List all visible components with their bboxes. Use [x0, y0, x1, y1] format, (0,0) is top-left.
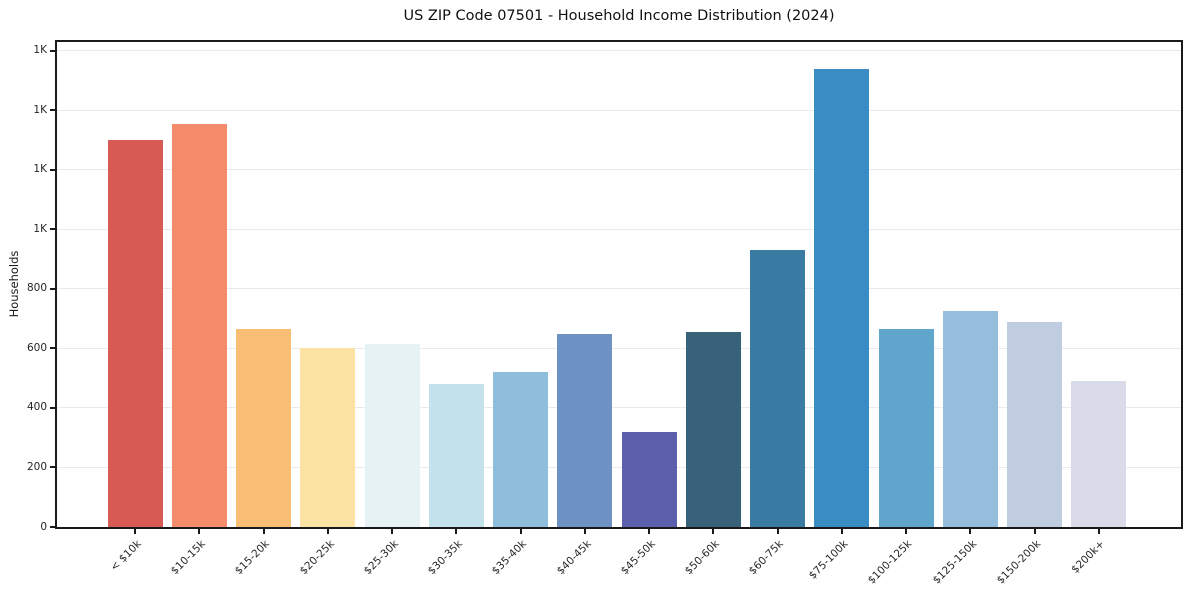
y-tick-label: 600 [26, 341, 47, 354]
bar [557, 333, 613, 527]
x-tick-label-text: $75-100k [806, 538, 851, 582]
x-tick-label-text: $35-40k [490, 538, 530, 578]
x-tick-label-text: $125-150k [930, 538, 979, 587]
y-tick-mark [50, 466, 55, 469]
y-tick-label: 0 [40, 520, 47, 533]
y-tick-label: 1K [33, 163, 47, 176]
gridline [57, 288, 1181, 290]
y-tick-mark [50, 109, 55, 112]
y-tick-label: 1K [33, 103, 47, 116]
x-tick-label-text: $100-125k [866, 538, 915, 587]
x-tick-label-text: $25-30k [361, 538, 401, 578]
x-tick-label-text: $150-200k [994, 538, 1044, 587]
gridline [57, 228, 1181, 230]
bar [685, 332, 741, 527]
x-tick-mark [1033, 529, 1036, 534]
bar [300, 348, 356, 527]
y-tick-label: 800 [26, 282, 47, 295]
x-tick-mark [326, 529, 329, 534]
chart-title: US ZIP Code 07501 - Household Income Dis… [403, 8, 835, 24]
bar [1007, 321, 1063, 527]
gridline [57, 169, 1181, 171]
gridline [57, 347, 1181, 349]
gridline [57, 109, 1181, 111]
bar [621, 431, 677, 527]
bar [428, 384, 484, 527]
x-tick-label-text: $45-50k [618, 538, 658, 578]
x-tick-label-text: $20-25k [297, 538, 337, 578]
y-axis-label: Households [7, 250, 21, 318]
x-tick-mark [262, 529, 265, 534]
bar [750, 250, 806, 527]
y-tick-mark [50, 49, 55, 52]
x-tick-mark [648, 529, 651, 534]
y-tick-mark [50, 526, 55, 528]
bar [107, 140, 163, 527]
y-tick-mark [50, 347, 55, 350]
bar [878, 329, 934, 527]
x-tick-mark [391, 529, 394, 534]
bar [942, 311, 998, 527]
x-tick-mark [969, 529, 972, 534]
x-tick-label-text: $15-20k [233, 538, 273, 578]
bar [493, 372, 549, 527]
x-tick-mark [776, 529, 779, 534]
x-tick-label-text: $60-75k [747, 538, 787, 578]
x-tick-mark [455, 529, 458, 534]
x-tick-mark [134, 529, 137, 534]
bar [171, 123, 227, 527]
y-tick-label: 400 [26, 401, 47, 414]
x-tick-mark [519, 529, 522, 534]
x-tick-label-text: $40-45k [554, 538, 594, 578]
y-tick-label: 1K [33, 222, 47, 235]
bar [236, 329, 292, 527]
bar [814, 68, 870, 527]
y-tick-mark [50, 168, 55, 171]
y-tick-mark [50, 228, 55, 231]
x-tick-label-text: $10-15k [168, 538, 208, 578]
x-tick-label-text: $200k+ [1069, 538, 1108, 576]
y-tick-label: 200 [26, 460, 47, 473]
x-tick-label-text: < $10k [108, 538, 144, 574]
bar [364, 344, 420, 527]
x-tick-mark [1097, 529, 1100, 534]
plot-area: 0 200 400 600 800 1K 1K 1K 1K < $10k $10-15k $15-20… [27, 40, 1183, 587]
x-tick-mark [583, 529, 586, 534]
gridline [57, 50, 1181, 52]
x-tick-label-text: $30-35k [425, 538, 465, 578]
bar [1071, 381, 1127, 527]
x-tick-mark [840, 529, 843, 534]
y-tick-label: 1K [33, 44, 47, 57]
gridline [57, 407, 1181, 409]
gridline [57, 466, 1181, 468]
x-tick-label-text: $50-60k [682, 538, 722, 578]
x-tick-mark [905, 529, 908, 534]
y-tick-mark [50, 406, 55, 409]
y-tick-mark [50, 287, 55, 290]
x-tick-mark [198, 529, 201, 534]
x-tick-mark [712, 529, 715, 534]
